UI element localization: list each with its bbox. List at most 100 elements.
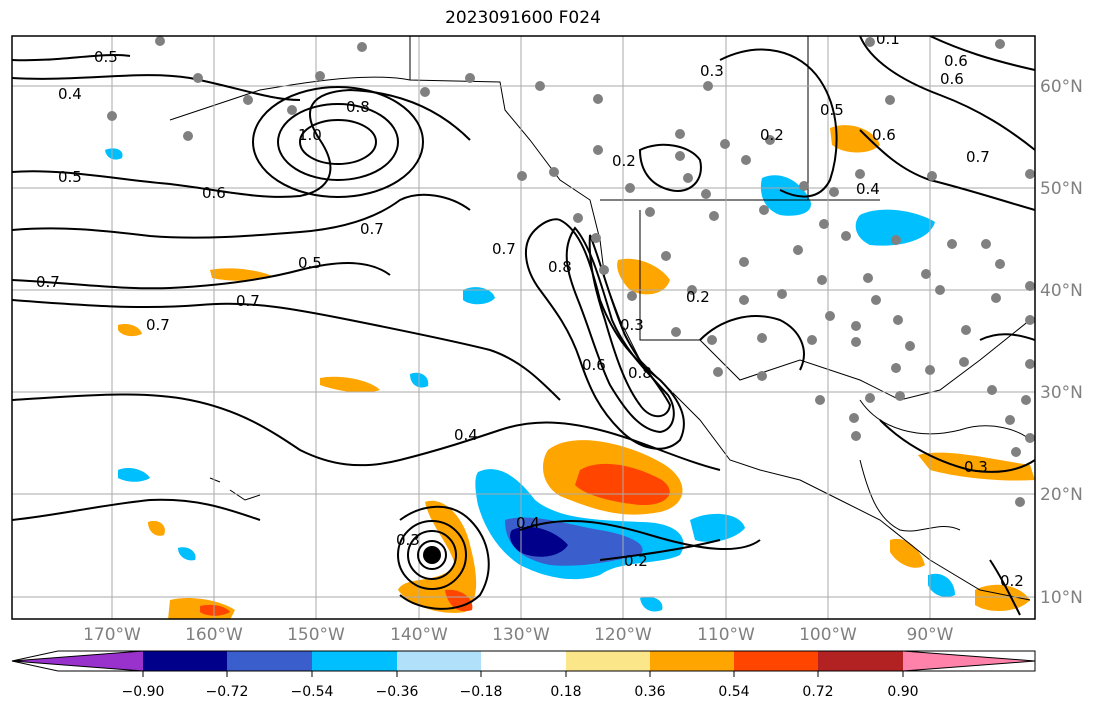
- lat-label: 40°N: [1040, 281, 1083, 301]
- negative-anomaly-region: [928, 573, 955, 597]
- storm-center-marker: [423, 546, 441, 564]
- colorbar-tick-label: −0.18: [460, 684, 503, 700]
- contour-label: 0.4: [856, 180, 880, 198]
- colorbar-cell: [12, 651, 143, 671]
- negative-anomaly-region: [760, 175, 811, 216]
- lat-label: 20°N: [1040, 485, 1083, 505]
- contour-label: 0.6: [944, 52, 968, 70]
- colorbar-tick-label: −0.90: [122, 684, 165, 700]
- contour-label: 0.6: [582, 356, 606, 374]
- contour-label: 0.4: [516, 514, 540, 532]
- shaded-fields: [105, 125, 1035, 619]
- contour-label: 0.6: [202, 184, 226, 202]
- negative-anomaly-region: [118, 467, 150, 482]
- colorbar-tick-label: 0.18: [550, 684, 581, 700]
- negative-anomaly-region: [510, 526, 568, 557]
- colorbar-cell: [227, 651, 312, 671]
- contour-label: 0.1: [876, 30, 900, 48]
- contour-lines: [12, 36, 1035, 616]
- colorbar-cell: [566, 651, 650, 671]
- contour-label: 0.7: [360, 220, 384, 238]
- contour-label: 1.0: [298, 126, 322, 144]
- colorbar-tick-label: −0.36: [376, 684, 419, 700]
- colorbar-tick-label: 0.36: [634, 684, 665, 700]
- colorbar-tick-label: 0.72: [802, 684, 833, 700]
- lat-label: 50°N: [1040, 179, 1083, 199]
- lon-label: 150°W: [287, 625, 345, 645]
- contour-label: 0.7: [236, 292, 260, 310]
- contour-label: 0.3: [700, 62, 724, 80]
- positive-anomaly-region: [890, 538, 925, 568]
- contour-label: 0.2: [624, 552, 648, 570]
- map-area: 0.5 0.4 0.5 0.6 0.8 1.0 0.7 0.5 0.7 0.7 …: [12, 30, 1035, 619]
- negative-anomaly-region: [178, 547, 196, 561]
- colorbar-tick-label: −0.54: [291, 684, 334, 700]
- latitude-axis: 60°N 50°N 40°N 30°N 20°N 10°N: [1040, 77, 1083, 608]
- contour-labels: 0.5 0.4 0.5 0.6 0.8 1.0 0.7 0.5 0.7 0.7 …: [36, 30, 1024, 590]
- lon-label: 120°W: [594, 625, 652, 645]
- positive-anomaly-region: [200, 604, 230, 616]
- plot-title: 2023091600 F024: [445, 8, 601, 28]
- graticule: [12, 36, 1035, 619]
- contour-label: 0.2: [760, 126, 784, 144]
- positive-anomaly-region: [575, 463, 670, 506]
- coastlines: [169, 36, 1031, 601]
- colorbar-tick-label: 0.54: [718, 684, 749, 700]
- lat-label: 60°N: [1040, 77, 1083, 97]
- colorbar-cell: [734, 651, 818, 671]
- contour-label: 0.8: [548, 258, 572, 276]
- contour-label: 0.8: [346, 98, 370, 116]
- positive-anomaly-region: [118, 324, 142, 337]
- contour-label: 0.5: [94, 48, 118, 66]
- station-markers: [107, 36, 1035, 507]
- positive-anomaly-region: [617, 258, 670, 295]
- colorbar-cell: [481, 651, 566, 671]
- positive-anomaly-region: [210, 268, 272, 281]
- lon-label: 130°W: [492, 625, 550, 645]
- contour-label: 0.4: [454, 426, 478, 444]
- lon-label: 170°W: [83, 625, 141, 645]
- contour-label: 0.6: [872, 126, 896, 144]
- contour-label: 0.5: [298, 254, 322, 272]
- contour-label: 0.2: [686, 288, 710, 306]
- lon-label: 140°W: [390, 625, 448, 645]
- colorbar: −0.90 −0.72 −0.54 −0.36 −0.18 0.18 0.36 0.54 0.7…: [11, 650, 1036, 700]
- positive-anomaly-region: [918, 452, 1035, 481]
- contour-label: 0.3: [620, 316, 644, 334]
- negative-anomaly-region: [690, 513, 745, 542]
- lat-label: 30°N: [1040, 383, 1083, 403]
- contour-label: 0.6: [940, 70, 964, 88]
- colorbar-cell: [397, 651, 481, 671]
- colorbar-tick-label: 0.90: [887, 684, 918, 700]
- colorbar-cell: [818, 651, 903, 671]
- colorbar-cell: [903, 651, 1035, 671]
- positive-anomaly-region: [148, 520, 165, 536]
- longitude-axis: 170°W 160°W 150°W 140°W 130°W 120°W 110°…: [83, 625, 954, 645]
- negative-anomaly-region: [855, 209, 935, 246]
- lon-label: 90°W: [907, 625, 954, 645]
- lon-label: 110°W: [697, 625, 755, 645]
- positive-anomaly-region: [320, 376, 380, 393]
- contour-label: 0.7: [966, 148, 990, 166]
- contour-label: 0.5: [820, 101, 844, 119]
- contour-label: 0.7: [492, 240, 516, 258]
- colorbar-tick-label: −0.72: [206, 684, 249, 700]
- negative-anomaly-region: [463, 287, 495, 305]
- lon-label: 160°W: [185, 625, 243, 645]
- contour-label: 0.3: [964, 458, 988, 476]
- contour-label: 0.7: [36, 273, 60, 291]
- colorbar-cell: [143, 651, 227, 671]
- negative-anomaly-region: [105, 148, 123, 160]
- contour-label: 0.8: [628, 364, 652, 382]
- contour-label: 0.5: [58, 168, 82, 186]
- contour-label: 0.2: [1000, 572, 1024, 590]
- contour-label: 0.4: [58, 85, 82, 103]
- map-frame: [11, 35, 1036, 620]
- contour-label: 0.3: [396, 531, 420, 549]
- positive-anomaly-region: [830, 125, 880, 153]
- negative-anomaly-region: [640, 596, 663, 612]
- positive-anomaly-region: [445, 589, 473, 612]
- colorbar-cell: [312, 651, 397, 671]
- lon-label: 100°W: [799, 625, 857, 645]
